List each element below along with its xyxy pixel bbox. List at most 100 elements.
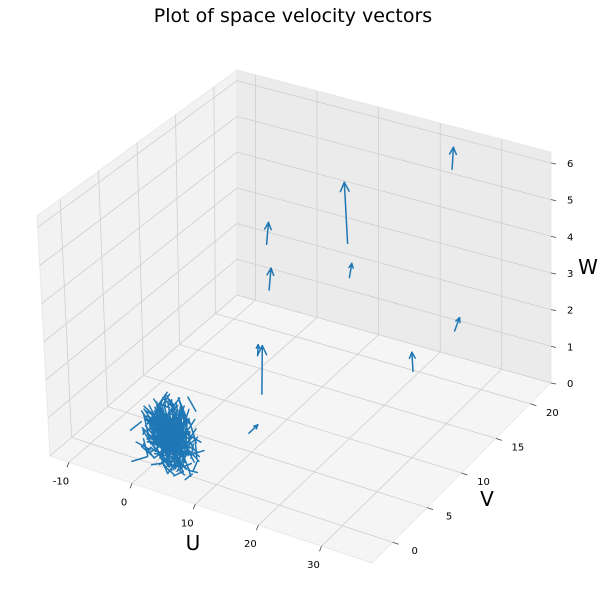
z-tick-label: 4: [567, 232, 573, 243]
cluster-vector: [156, 424, 163, 437]
cluster-vector: [156, 391, 168, 408]
vector-head: [408, 351, 413, 360]
cluster-vector: [131, 455, 149, 463]
x-tick-label: 30: [307, 560, 320, 571]
cluster-vector: [179, 452, 185, 455]
cluster-vector: [167, 397, 181, 414]
vector-head: [448, 146, 455, 155]
x-tick-mark: [192, 504, 196, 510]
axis-ticks: -10 0 10 20 30 0 5 10 15 20 0 1 2 3 4 5 6: [53, 159, 574, 571]
x-tick-mark: [129, 483, 133, 489]
vector: [266, 267, 275, 291]
vector-head: [267, 221, 272, 231]
z-gridline: [37, 80, 552, 228]
cluster-vector: [163, 405, 169, 421]
y-tick-label: 5: [446, 512, 452, 523]
vector-shaft: [451, 146, 455, 171]
vector-head: [257, 344, 264, 356]
cluster-vector: [162, 397, 178, 412]
y-tick-label: 15: [512, 442, 525, 453]
cluster-vector: [146, 427, 155, 432]
z-gridline: [39, 115, 552, 266]
cluster-vector: [155, 421, 167, 433]
cluster-vector: [188, 439, 195, 450]
vector-shaft: [348, 262, 353, 279]
cluster-vector: [166, 424, 173, 446]
z-tick-label: 1: [567, 342, 573, 353]
cluster-vector: [146, 435, 154, 440]
vector-head: [411, 351, 416, 359]
z-tick-label: 5: [567, 196, 573, 207]
z-gridline: [47, 258, 552, 419]
z-gridline: [45, 223, 552, 381]
cluster-vector: [143, 405, 153, 414]
cluster-vector: [188, 428, 197, 441]
vector-head: [270, 267, 275, 277]
vector-head: [261, 344, 268, 356]
cluster-vector: [164, 423, 167, 448]
cluster-vector: [152, 418, 163, 442]
axis-panes: [36, 69, 552, 564]
vector: [255, 343, 261, 357]
vector-head: [263, 221, 270, 230]
z-gridline: [43, 187, 552, 343]
x-tick-mark: [66, 462, 70, 468]
vector-head: [351, 262, 354, 269]
y-tick-label: 10: [477, 477, 490, 488]
y-tick-label: 0: [411, 546, 417, 557]
vector-series: [129, 146, 461, 481]
cluster-vector: [157, 405, 163, 410]
vector-head: [266, 267, 272, 276]
cluster-vector: [173, 470, 185, 477]
x-tick-mark: [255, 525, 259, 531]
cluster-vector: [184, 473, 194, 481]
cluster-vector: [183, 436, 199, 450]
z-tick-mark: [550, 235, 557, 238]
vector-head: [257, 343, 261, 350]
x-tick-label: 10: [181, 518, 194, 529]
vector: [248, 424, 259, 434]
z-tick-label: 0: [567, 379, 573, 390]
cluster-vector: [171, 422, 180, 438]
vector-shaft: [411, 351, 414, 373]
cluster-vector: [160, 415, 168, 418]
grid-lines: [37, 74, 552, 547]
x-tick-label: -10: [53, 476, 69, 487]
z-tick-mark: [550, 309, 557, 312]
y-tick-mark: [495, 438, 503, 441]
cluster-vector: [166, 429, 182, 437]
vector-head: [255, 424, 259, 430]
z-axis-label: W: [578, 255, 598, 279]
x-tick-label: 20: [244, 539, 257, 550]
vector: [257, 344, 268, 395]
y-tick-mark: [392, 541, 399, 545]
vector: [263, 221, 272, 246]
vector-shaft: [453, 316, 461, 332]
vector-shaft: [248, 424, 259, 434]
vector-shaft: [343, 181, 349, 245]
z-tick-mark: [550, 382, 557, 385]
cluster-vector: [175, 430, 190, 440]
cluster-vector: [147, 446, 152, 450]
x-tick-label: 0: [121, 497, 127, 508]
y-tick-label: 20: [546, 408, 559, 419]
z-tick-mark: [550, 199, 557, 202]
cluster-vector: [176, 451, 189, 473]
cluster-vector: [155, 441, 166, 450]
vector: [348, 262, 354, 279]
cluster-vector: [166, 394, 180, 423]
z-tick-label: 2: [567, 306, 573, 317]
cluster-vector: [163, 428, 178, 441]
cluster-vector: [162, 464, 175, 476]
y-axis-label: V: [480, 487, 494, 511]
cluster-vector: [129, 420, 143, 431]
vector: [453, 316, 461, 332]
y-tick-mark: [461, 472, 468, 476]
vector-head: [343, 181, 350, 192]
vector-head: [339, 181, 346, 193]
vector-head: [458, 316, 461, 324]
cluster-vector: [184, 451, 192, 456]
cluster-vector: [167, 445, 184, 449]
vector: [448, 146, 458, 171]
cluster-vector: [182, 436, 190, 455]
